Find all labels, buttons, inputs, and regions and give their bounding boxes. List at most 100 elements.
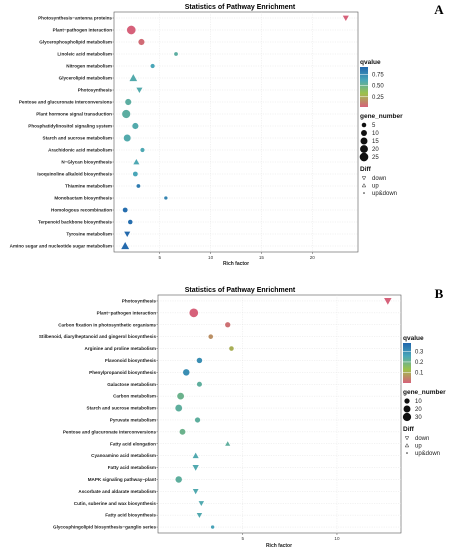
pathway-label: Pentose and glucuronate interconversions (63, 429, 157, 434)
diff-legend-updown-symbol (363, 192, 365, 194)
data-point (136, 184, 141, 188)
qvalue-colorbar (360, 67, 368, 107)
size-legend-label: 10 (415, 399, 422, 405)
panel-b-title: Statistics of Pathway Enrichment (185, 287, 296, 294)
diff-legend-up-symbol (404, 443, 410, 448)
data-point (384, 297, 392, 305)
pathway-label: Phenylpropanoid biosynthesis (89, 370, 156, 375)
x-tick-label: 5 (241, 536, 244, 541)
pathway-label: Arginine and proline metabolism (85, 346, 156, 351)
pathway-label: Starch and sucrose metabolism (87, 406, 156, 411)
pathway-label: Glycerophospholipid metabolism (39, 40, 112, 45)
data-point (210, 525, 215, 529)
data-point (198, 501, 205, 506)
panel-a-pathway-labels: Photosynthesis−antenna proteins Plant−pat… (10, 16, 114, 249)
data-point (124, 231, 131, 238)
data-point (126, 25, 136, 35)
pathway-label: Phosphatidylinositol signaling system (28, 124, 112, 129)
pathway-label: Stilbenoid, diarylheptanoid and gingerol… (39, 334, 157, 339)
size-legend-label: 5 (372, 123, 376, 129)
panel-b-legend: qvalue 0.3 0.2 0.1 gene_number 10 20 30Diffdown… (402, 335, 446, 457)
data-point (128, 219, 133, 225)
pathway-label: Pentose and glucuronate interconversions (19, 100, 113, 105)
data-point (208, 334, 214, 339)
panel-b-pathway-labels: Photosynthesis Plant−pathogen interaction… (39, 298, 158, 530)
pathway-label: Fatty acid metabolism (108, 465, 156, 470)
pathway-label: Fatty acid biosynthesis (105, 513, 156, 518)
pathway-label: Cutin, suberine and wax biosynthesis (74, 501, 157, 506)
x-tick-label: 10 (334, 536, 340, 541)
qvalue-colorbar (403, 343, 411, 383)
diff-legend-label: up (372, 184, 379, 190)
size-legend-dot (404, 398, 410, 404)
data-point (192, 465, 199, 471)
diff-legend-label: down (372, 176, 386, 182)
size-legend-label: 20 (372, 147, 379, 153)
data-point (192, 452, 199, 459)
data-point (132, 122, 139, 130)
colorbar-tick-label: 0.75 (372, 73, 384, 79)
size-legend-dot (361, 122, 367, 128)
data-point (229, 346, 234, 351)
data-point (122, 109, 131, 119)
panel-a-points (121, 15, 349, 250)
gene-number-legend-title: gene_number (360, 113, 403, 120)
pathway-label: Fatty acid elongation (110, 441, 156, 446)
pathway-label: Photosynthesis−antenna proteins (38, 16, 112, 21)
size-legend-label: 30 (415, 415, 422, 421)
pathway-label: Carbon fixation in photosynthetic organi… (58, 322, 156, 327)
size-legend-label: 10 (372, 131, 379, 137)
pathway-label: N−Glycan biosynthesis (61, 160, 112, 165)
panel-b-x-axis-label: Rich factor (266, 543, 292, 549)
panel-a-legend: qvalue 0.75 0.50 0.25 gene_number 5 10 15 20 25Di… (359, 59, 403, 197)
panel-b-x-ticks: 5 10 (241, 533, 340, 541)
data-point (122, 207, 128, 213)
pathway-label: Isoquinoline alkaloid biosynthesis (37, 172, 112, 177)
data-point (138, 38, 145, 46)
x-tick-label: 5 (158, 255, 161, 260)
colorbar-tick-label: 0.2 (415, 360, 424, 366)
pathway-label: Linoleic acid metabolism (57, 52, 112, 57)
diff-legend-title: Diff (360, 166, 372, 173)
panel-b-grid (158, 295, 401, 533)
panel-a-grid (114, 12, 358, 252)
data-point (194, 417, 201, 423)
colorbar-tick-label: 0.3 (415, 349, 424, 355)
diff-legend-label: up (415, 444, 422, 450)
pathway-label: Pyruvate metabolism (110, 417, 156, 422)
x-tick-label: 20 (310, 255, 316, 260)
x-tick-label: 10 (208, 255, 214, 260)
panel-a: A Statistics of Pathway Enrichment Photo… (10, 2, 445, 267)
pathway-label: Plant hormone signal transduction (36, 112, 112, 117)
diff-legend-updown-symbol (406, 452, 408, 454)
pathway-label: Glycerolipid metabolism (59, 76, 112, 81)
pathway-label: Photosynthesis (78, 88, 113, 93)
pathway-label: Cyanoamino acid metabolism (91, 453, 156, 458)
qvalue-legend-title: qvalue (360, 59, 381, 66)
qvalue-legend-title: qvalue (403, 335, 424, 342)
data-point (225, 441, 231, 446)
data-point (129, 74, 138, 82)
pathway-label: Ascorbate and aldarate metabolism (78, 489, 156, 494)
data-point (175, 476, 182, 483)
colorbar-tick-label: 0.50 (372, 84, 384, 90)
diff-legend-down-symbol (361, 176, 367, 181)
size-legend-dot (360, 137, 368, 145)
data-point (121, 242, 130, 250)
data-point (183, 369, 190, 376)
diff-legend-label: up&down (415, 451, 440, 457)
data-point (133, 158, 140, 165)
data-point (132, 171, 138, 177)
data-point (150, 63, 155, 69)
data-point (196, 512, 203, 518)
size-legend-dot (402, 412, 412, 422)
pathway-label: Plant−pathogen interaction (53, 28, 113, 33)
data-point (196, 357, 203, 364)
pathway-label: Plant−pathogen interaction (97, 310, 157, 315)
size-legend-dot (360, 145, 368, 153)
panel-a-letter: A (434, 2, 444, 17)
pathway-label: Flavonoid biosynthesis (105, 358, 156, 363)
panel-a-title: Statistics of Pathway Enrichment (185, 4, 296, 11)
size-legend-dot (403, 405, 411, 413)
